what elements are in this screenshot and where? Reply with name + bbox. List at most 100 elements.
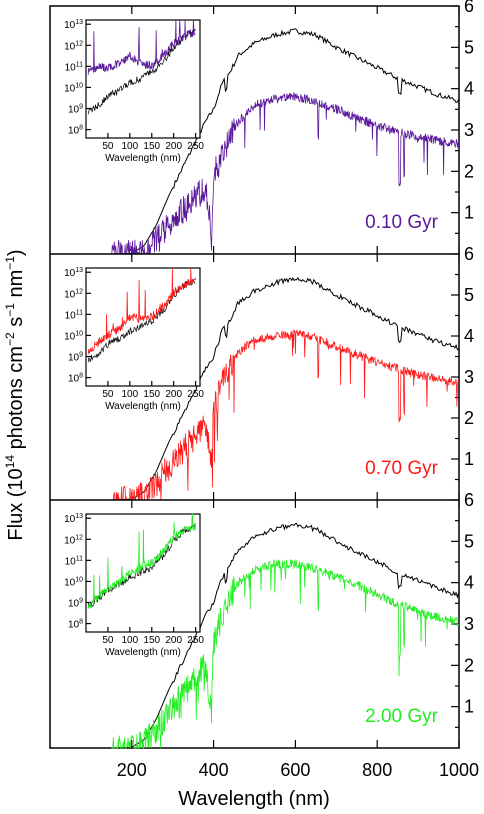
y-tick-label: 6 (464, 490, 474, 510)
inset-x-tick-label: 200 (165, 141, 182, 152)
y-tick-label: 4 (464, 573, 474, 593)
inset-y-tick-base: 10 (68, 374, 80, 385)
inset-x-tick-label: 100 (122, 389, 139, 400)
inset-y-tick-base: 10 (64, 20, 76, 31)
inset-x-axis-title: Wavelength (nm) (105, 153, 181, 164)
y-tick-label: 3 (464, 367, 474, 387)
inset-y-tick-exponent: 13 (75, 513, 83, 520)
inset-y-tick-label: 1013 (64, 513, 83, 525)
inset-y-tick-label: 1013 (64, 267, 83, 279)
y-tick-label: 5 (464, 531, 474, 551)
y-tick-label: 2 (464, 655, 474, 675)
inset-y-tick-base: 10 (68, 599, 80, 610)
inset-y-tick-base: 10 (64, 289, 76, 300)
inset-y-tick-base: 10 (68, 353, 80, 364)
inset-y-tick-label: 108 (68, 125, 83, 137)
inset-y-tick-label: 108 (68, 373, 83, 385)
inset-y-tick-exponent: 10 (75, 576, 83, 583)
inset-x-tick-label: 50 (102, 141, 114, 152)
inset-y-tick-label: 1011 (65, 61, 83, 73)
inset-y-tick-exponent: 8 (79, 619, 83, 626)
inset-y-tick-exponent: 11 (76, 555, 83, 562)
inset-series-line (87, 19, 196, 75)
y-axis-title-part5: ) (5, 249, 27, 256)
y-axis-title-part1: Flux (10 (5, 468, 27, 540)
inset-y-tick-label: 109 (68, 352, 83, 364)
inset-y-tick-exponent: 11 (76, 61, 83, 68)
inset-y-tick-base: 10 (65, 556, 77, 567)
inset-y-tick-base: 10 (64, 514, 76, 525)
series-line (111, 329, 459, 501)
inset-x-tick-label: 250 (187, 141, 204, 152)
age-label: 0.70 Gyr (365, 458, 439, 479)
inset-y-tick-label: 109 (68, 598, 83, 610)
series-line (111, 559, 460, 749)
inset-y-tick-base: 10 (68, 620, 80, 631)
x-tick-label: 200 (117, 760, 147, 780)
inset-y-tick-base: 10 (68, 105, 80, 116)
y-tick-label: 4 (464, 326, 474, 346)
inset-x-tick-label: 150 (143, 389, 160, 400)
age-label: 0.10 Gyr (365, 212, 439, 233)
inset-y-tick-base: 10 (64, 331, 76, 342)
series-line (111, 92, 460, 255)
inset-y-tick-exponent: 12 (75, 534, 83, 541)
inset-y-tick-base: 10 (65, 310, 77, 321)
inset-y-tick-base: 10 (64, 83, 76, 94)
inset-y-tick-exponent: 9 (79, 352, 83, 359)
inset-y-tick-label: 109 (68, 104, 83, 116)
inset-series-line (87, 267, 196, 355)
y-axis-title: Flux (1014 photons cm−2 s−1 nm−1) (3, 249, 27, 540)
inset-x-tick-label: 150 (143, 635, 160, 646)
reference-series-line (111, 522, 460, 749)
x-tick-label: 600 (280, 760, 310, 780)
x-tick-label: 800 (362, 760, 392, 780)
inset-series-line (87, 513, 196, 609)
inset-y-tick-label: 1010 (64, 330, 83, 342)
reference-series-line (111, 28, 460, 255)
inset-y-tick-label: 1012 (64, 288, 83, 300)
y-axis-title-sup2: −2 (3, 332, 17, 346)
x-axis-title: Wavelength (nm) (178, 788, 330, 810)
inset-y-tick-exponent: 13 (75, 267, 83, 274)
inset-y-tick-base: 10 (64, 577, 76, 588)
inset-x-tick-label: 50 (102, 389, 114, 400)
y-axis-title-part2: photons cm (5, 346, 27, 455)
age-label: 2.00 Gyr (365, 706, 439, 727)
inset-y-tick-label: 108 (68, 619, 83, 631)
inset-y-tick-exponent: 8 (79, 373, 83, 380)
inset-y-tick-exponent: 10 (75, 82, 83, 89)
y-axis-title-sup1: 14 (3, 455, 17, 469)
inset-x-tick-label: 250 (187, 389, 204, 400)
inset-y-tick-exponent: 11 (76, 309, 83, 316)
y-tick-label: 5 (464, 285, 474, 305)
y-tick-label: 4 (464, 79, 474, 99)
inset-y-tick-label: 1012 (64, 40, 83, 52)
inset-x-tick-label: 100 (122, 635, 139, 646)
inset-y-tick-exponent: 10 (75, 330, 83, 337)
inset-y-tick-base: 10 (65, 62, 77, 73)
inset-y-tick-exponent: 8 (79, 125, 83, 132)
y-axis-title-sup4: −1 (3, 256, 17, 270)
y-tick-label: 5 (464, 37, 474, 57)
inset-y-tick-label: 1010 (64, 82, 83, 94)
y-tick-label: 6 (464, 0, 474, 16)
y-axis-title-part4: nm (5, 270, 27, 303)
inset-x-tick-label: 200 (165, 389, 182, 400)
inset-x-tick-label: 100 (122, 141, 139, 152)
inset-y-tick-exponent: 13 (75, 19, 83, 26)
inset-y-tick-exponent: 9 (79, 598, 83, 605)
inset-y-tick-label: 1012 (64, 534, 83, 546)
inset-y-tick-label: 1010 (64, 576, 83, 588)
y-tick-label: 3 (464, 120, 474, 140)
y-tick-label: 2 (464, 408, 474, 428)
inset-y-tick-base: 10 (68, 126, 80, 137)
y-axis-title-sup3: −1 (3, 303, 17, 317)
